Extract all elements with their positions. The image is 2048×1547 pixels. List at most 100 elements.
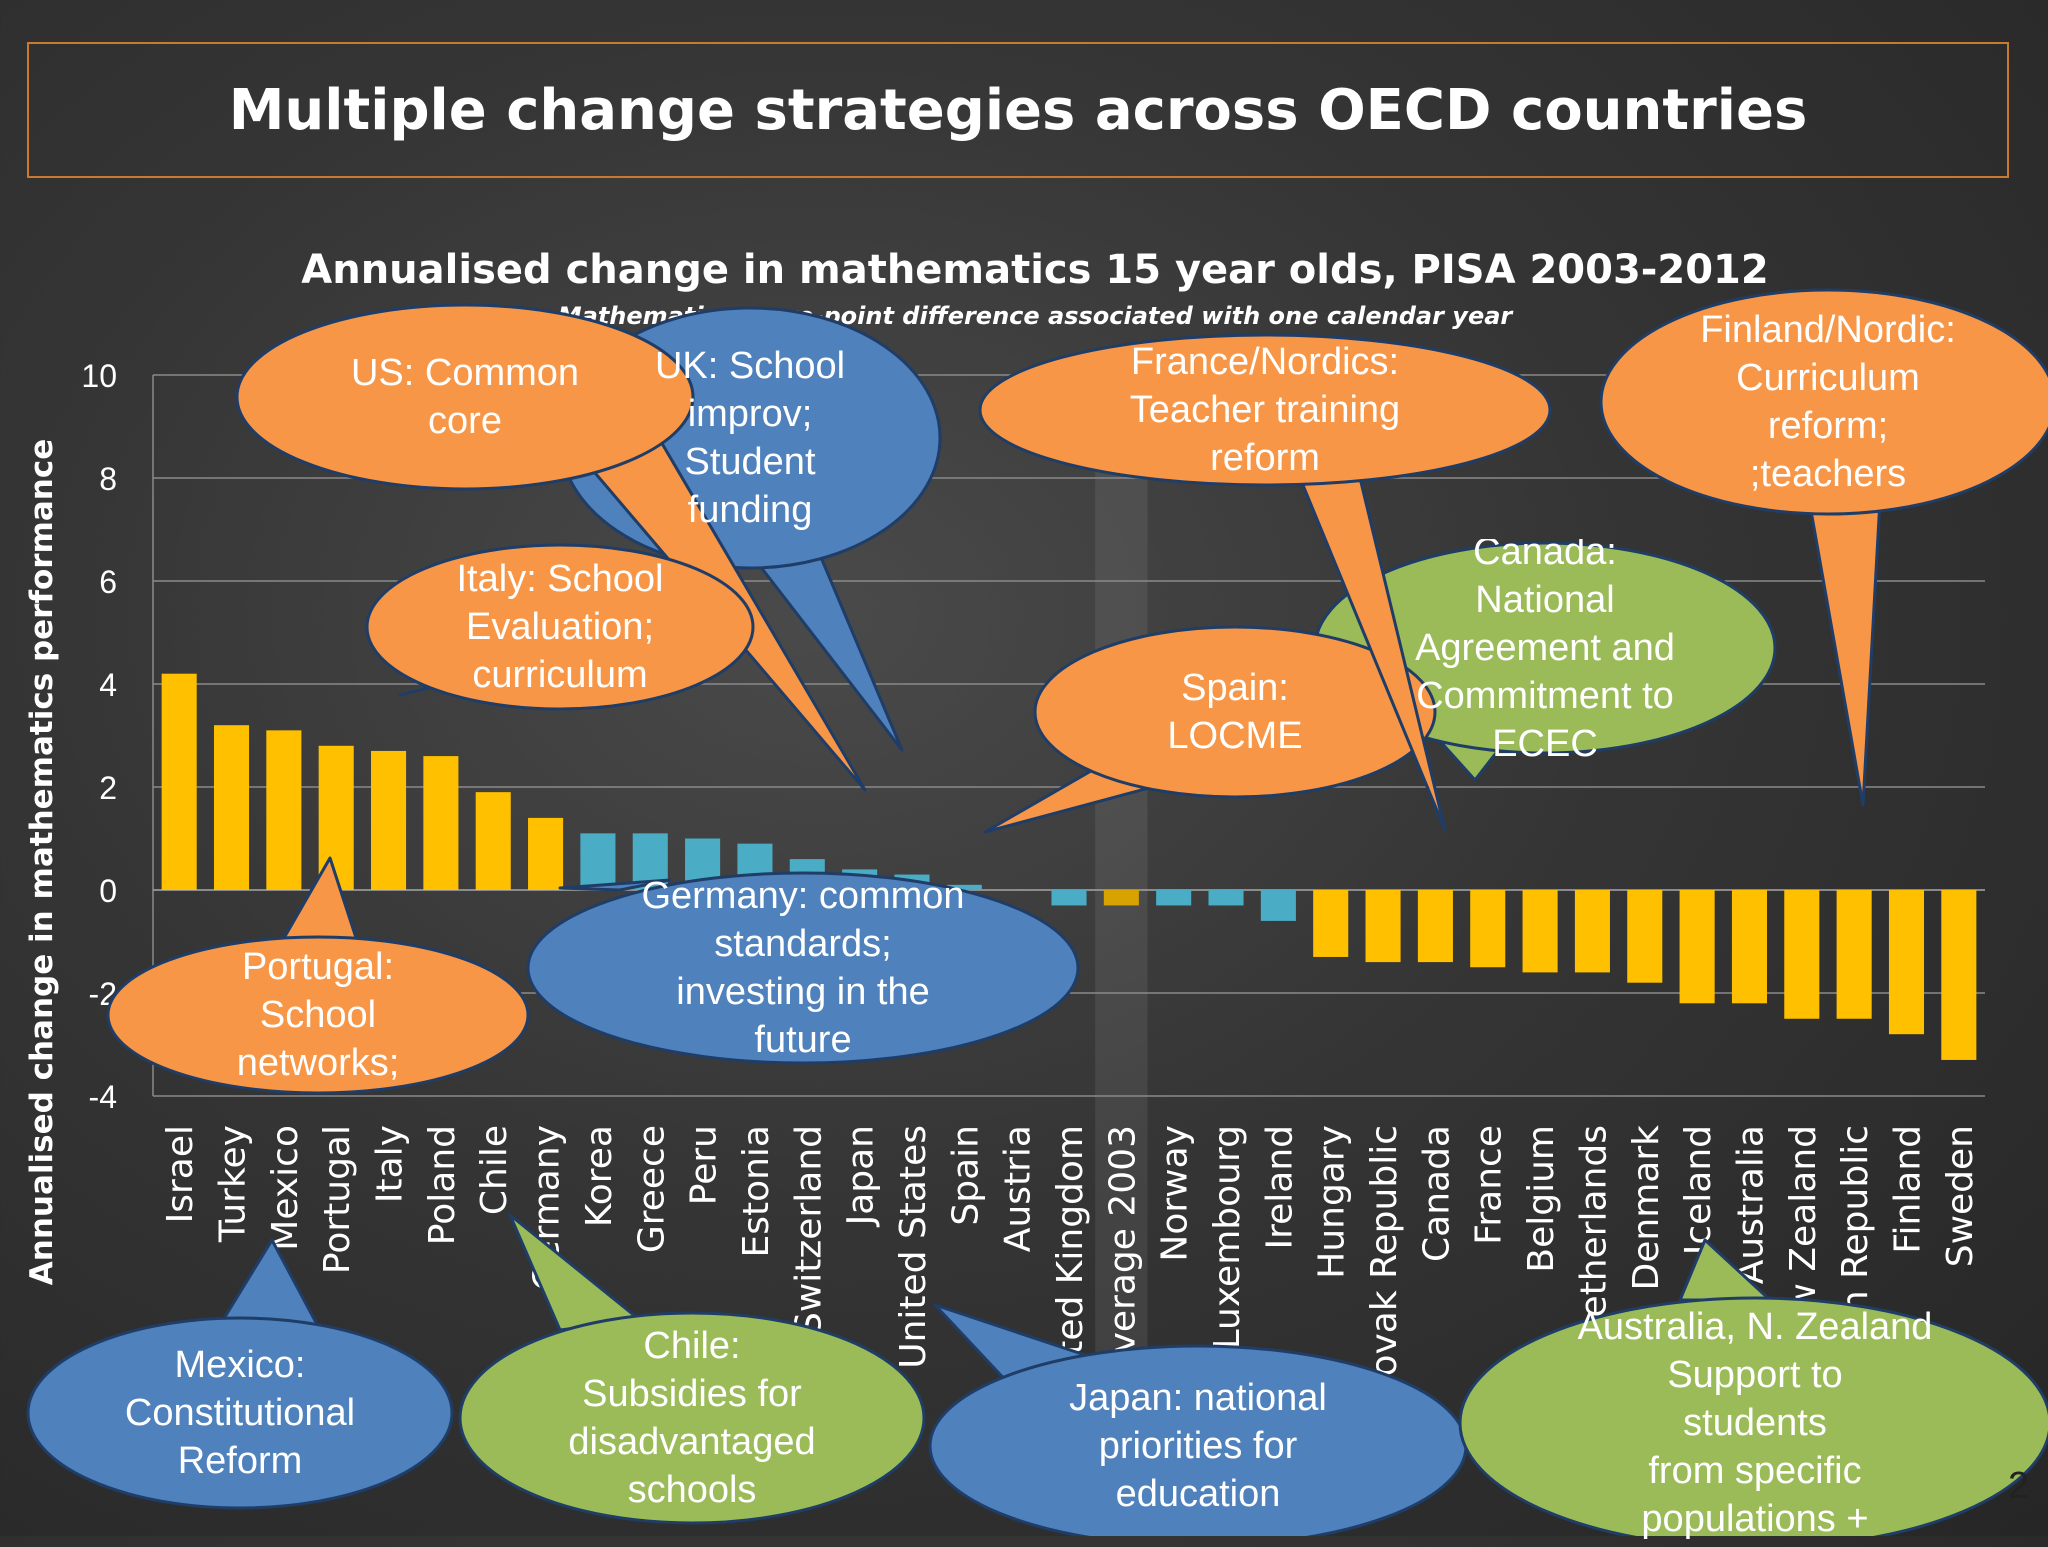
slide-title: Multiple change strategies across OECD c… xyxy=(228,77,1808,143)
x-tick-label-chile: Chile xyxy=(474,1125,515,1215)
bar-czech-republic xyxy=(1836,890,1872,1019)
callout-portugal-text: Portugal: School networks; xyxy=(236,946,400,1084)
x-tick-label-sweden: Sweden xyxy=(1940,1125,1981,1267)
x-tick-label-peru: Peru xyxy=(684,1125,725,1205)
callout-mexico-text: Mexico: Constitutional Reform xyxy=(124,1344,356,1482)
bar-belgium xyxy=(1522,890,1558,973)
callout-chile-text: Chile: Subsidies for disadvantaged schoo… xyxy=(568,1325,816,1511)
y-tick-label: 10 xyxy=(81,358,117,394)
callout-finland-tail xyxy=(1808,498,1882,807)
callout-spain-text: Spain: LOCME xyxy=(1167,667,1303,757)
callout-us-text: US: Common core xyxy=(350,352,580,442)
x-tick-label-france: France xyxy=(1469,1125,1510,1245)
x-tick-label-mexico: Mexico xyxy=(265,1125,306,1251)
callout-portugal-fill xyxy=(110,939,526,1091)
bar-mexico xyxy=(266,730,302,890)
callout-germany-text: Germany: common standards; investing in … xyxy=(641,875,965,1061)
bar-germany xyxy=(528,817,564,890)
callout-finland-fill xyxy=(1603,292,2048,512)
x-tick-label-israel: Israel xyxy=(160,1125,201,1223)
callout-spain-fill xyxy=(1037,629,1433,795)
callout-france-fill xyxy=(982,337,1548,483)
x-tick-label-greece: Greece xyxy=(631,1125,672,1253)
x-tick-label-switzerland: Switzerland xyxy=(788,1125,829,1335)
bar-france xyxy=(1470,890,1506,968)
x-tick-label-poland: Poland xyxy=(422,1125,463,1245)
bar-oecd-average-2003 xyxy=(1103,890,1139,906)
callout-mexico-tail xyxy=(218,1238,322,1332)
bar-netherlands xyxy=(1574,890,1610,973)
bar-canada xyxy=(1417,890,1453,963)
bar-finland xyxy=(1888,890,1925,1035)
x-axis-ticks: Israel Turkey Mexico Portugal Italy Poland Chi… xyxy=(160,1125,1981,1491)
callout-japan-fill xyxy=(932,1348,1464,1536)
bar-chile xyxy=(475,792,511,890)
bar-australia xyxy=(1731,890,1767,1004)
x-tick-label-turkey: Turkey xyxy=(213,1125,254,1243)
x-tick-label-estonia: Estonia xyxy=(736,1125,777,1258)
callout-uk-text: UK: School improv; Student funding xyxy=(654,345,846,531)
page-number: 2 xyxy=(2008,1465,2029,1507)
bar-norway xyxy=(1156,890,1192,906)
chart-title: Annualised change in mathematics 15 year… xyxy=(301,247,1768,293)
x-tick-label-norway: Norway xyxy=(1155,1125,1196,1262)
x-tick-label-korea: Korea xyxy=(579,1125,620,1227)
callout-france-text: France/Nordics: Teacher training reform xyxy=(1129,341,1401,479)
oecd-average-band xyxy=(1095,465,1148,1356)
x-tick-label-slovak-republic: Slovak Republic xyxy=(1364,1125,1405,1409)
bar-italy xyxy=(371,750,407,890)
y-tick-label: 2 xyxy=(99,770,117,806)
x-tick-label-belgium: Belgium xyxy=(1521,1125,1562,1273)
bar-new-zealand xyxy=(1784,890,1820,1019)
bar-turkey xyxy=(213,725,250,890)
callout-mexico-fill xyxy=(30,1320,450,1506)
x-tick-label-australia: Australia xyxy=(1730,1125,1771,1284)
y-axis-label: Annualised change in mathematics perform… xyxy=(24,439,60,1285)
x-tick-label-ireland: Ireland xyxy=(1259,1125,1300,1250)
bar-denmark xyxy=(1627,890,1663,983)
bar-israel xyxy=(161,673,197,890)
x-tick-label-united-states: United States xyxy=(893,1125,934,1369)
x-tick-label-netherlands: Netherlands xyxy=(1573,1125,1614,1344)
bar-luxembourg xyxy=(1208,890,1244,906)
x-tick-label-hungary: Hungary xyxy=(1312,1125,1353,1279)
x-tick-label-finland: Finland xyxy=(1887,1125,1928,1254)
y-tick-label: 4 xyxy=(99,667,117,703)
y-tick-label: 6 xyxy=(99,564,117,600)
bar-spain xyxy=(946,884,982,890)
bar-sweden xyxy=(1941,890,1977,1060)
callout-germany-tail xyxy=(558,878,672,892)
callout-canada-text: Canada: National Agreement and Commitmen… xyxy=(1415,539,1675,757)
slide-title-box: Multiple change strategies across OECD c… xyxy=(27,42,2009,178)
x-tick-label-portugal: Portugal xyxy=(317,1125,358,1274)
x-tick-label-italy: Italy xyxy=(370,1125,411,1203)
callout-italy-fill xyxy=(369,547,751,707)
x-tick-label-spain: Spain xyxy=(945,1125,986,1226)
callout-finland-text: Finland/Nordic: Curriculum reform; ;teac… xyxy=(1700,309,1956,495)
callouts xyxy=(26,288,2048,1536)
x-tick-label-canada: Canada xyxy=(1416,1125,1457,1262)
bar-ireland xyxy=(1260,890,1296,921)
x-tick-label-luxembourg: Luxembourg xyxy=(1207,1125,1248,1349)
bar-united-kingdom xyxy=(1051,890,1087,906)
callout-australia-fill xyxy=(1462,1300,2048,1536)
callout-italy-text: Italy: School Evaluation; curriculum xyxy=(456,558,664,696)
y-tick-label: -4 xyxy=(89,1079,117,1115)
y-tick-label: 8 xyxy=(99,461,117,497)
x-tick-label-japan: Japan xyxy=(841,1125,882,1227)
x-tick-label-iceland: Iceland xyxy=(1678,1125,1719,1255)
bar-iceland xyxy=(1679,890,1715,1004)
y-tick-label: 0 xyxy=(99,873,117,909)
callout-germany-fill xyxy=(530,875,1076,1061)
bar-poland xyxy=(423,756,459,890)
bar-slovak-republic xyxy=(1365,890,1401,963)
x-tick-label-austria: Austria xyxy=(998,1125,1039,1252)
callout-japan-text: Japan: national priorities for education xyxy=(1069,1377,1327,1515)
callout-us-fill xyxy=(239,307,691,487)
callout-australia-text: Australia, N. Zealand Support to student… xyxy=(1577,1306,1933,1540)
x-tick-label-denmark: Denmark xyxy=(1626,1125,1667,1291)
callout-chile-fill xyxy=(462,1315,922,1521)
bar-korea xyxy=(580,833,616,890)
